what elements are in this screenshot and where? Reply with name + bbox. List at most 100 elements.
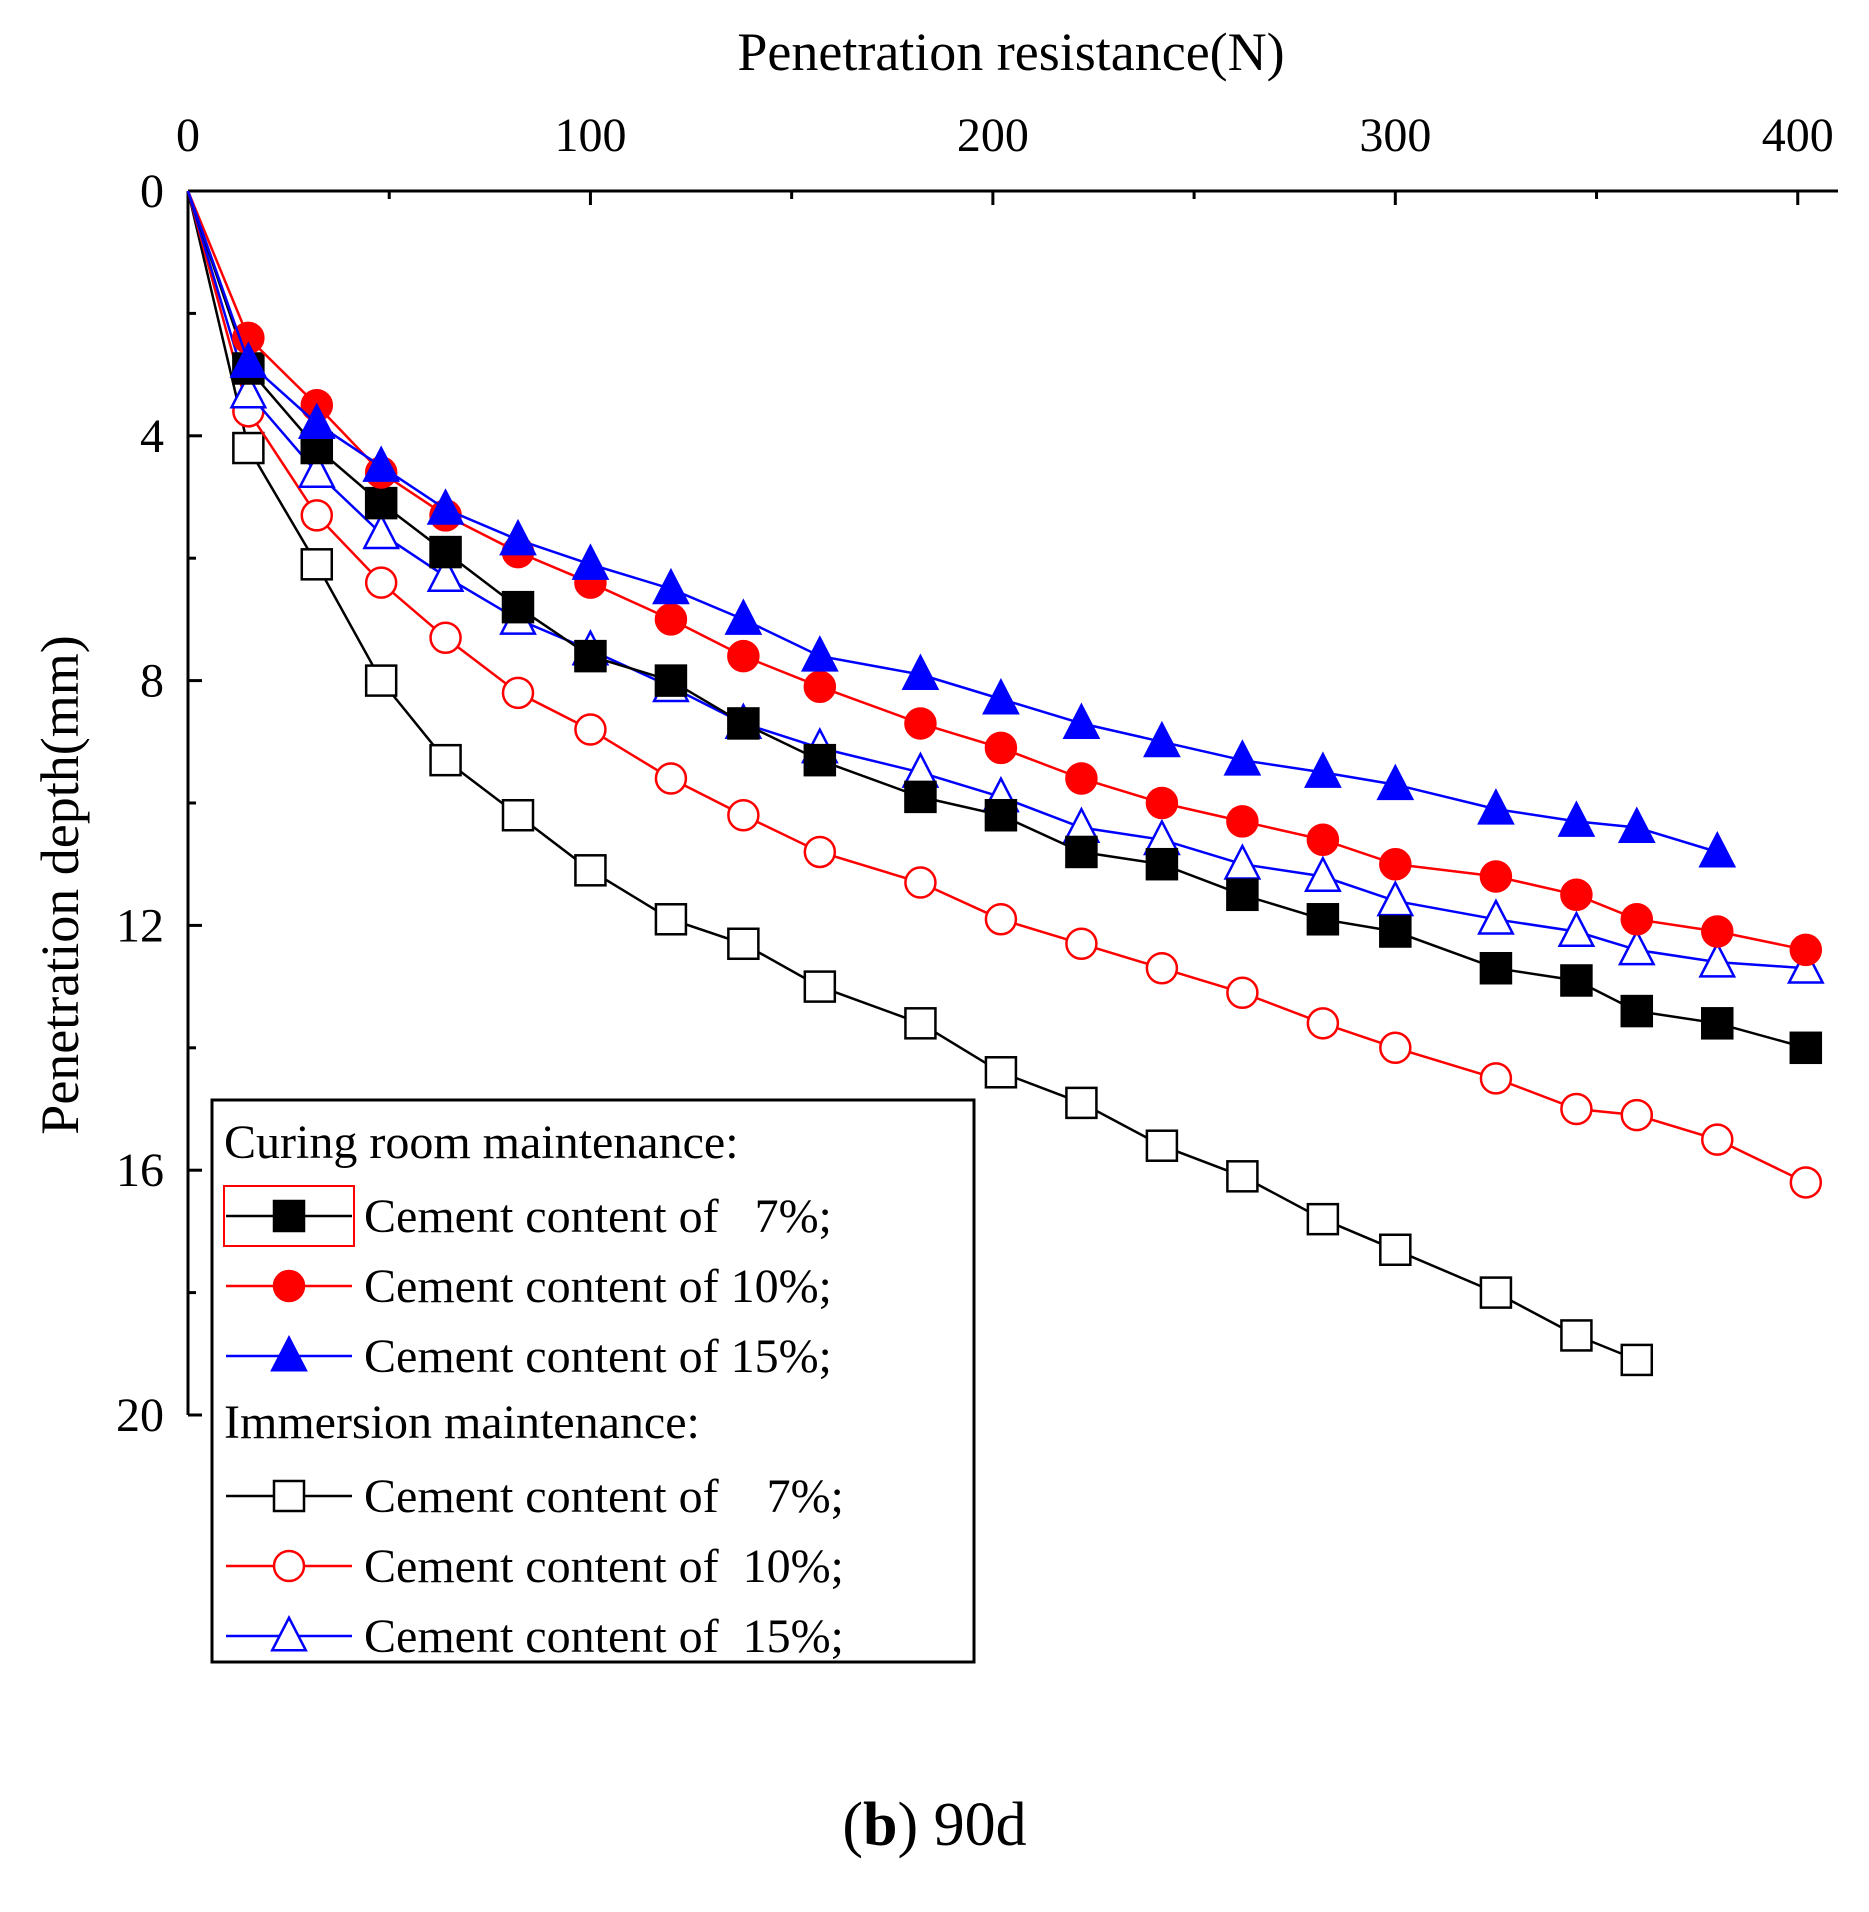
data-point bbox=[904, 866, 937, 899]
data-point bbox=[1786, 947, 1825, 984]
data-point bbox=[1145, 786, 1179, 820]
legend-marker bbox=[272, 1269, 306, 1303]
series-1 bbox=[186, 190, 1823, 967]
data-point bbox=[984, 731, 1018, 765]
data-point bbox=[1143, 720, 1181, 758]
data-point bbox=[1306, 1202, 1340, 1236]
data-point bbox=[429, 535, 462, 569]
data-point bbox=[364, 486, 398, 520]
data-point bbox=[803, 670, 837, 703]
data-point bbox=[1557, 910, 1596, 948]
caption-close-paren: ) bbox=[897, 1791, 919, 1859]
data-point bbox=[1617, 806, 1656, 843]
data-point bbox=[1617, 928, 1656, 966]
data-point bbox=[1789, 1031, 1823, 1065]
legend-highlight-box bbox=[223, 1185, 355, 1247]
data-point bbox=[232, 431, 265, 465]
x-tick-label: 200 bbox=[957, 109, 1029, 162]
legend-marker bbox=[272, 1199, 306, 1233]
data-point bbox=[724, 598, 763, 635]
data-point bbox=[727, 707, 760, 740]
data-point bbox=[1479, 1276, 1513, 1309]
data-point bbox=[1557, 800, 1596, 837]
data-point bbox=[571, 543, 610, 580]
x-tick-label: 400 bbox=[1762, 109, 1834, 162]
data-point bbox=[1698, 941, 1737, 978]
data-point bbox=[1304, 855, 1342, 892]
series-4 bbox=[186, 190, 1823, 1199]
data-point bbox=[1223, 739, 1262, 776]
data-point bbox=[984, 1056, 1018, 1089]
axes: 0 100 200 300 400 0 4 8 12 16 20 bbox=[116, 109, 1838, 1442]
data-point bbox=[654, 664, 688, 697]
data-point bbox=[1701, 1123, 1734, 1156]
data-point bbox=[984, 903, 1018, 936]
data-point bbox=[297, 402, 336, 440]
x-tick-label: 0 bbox=[176, 109, 200, 162]
series-line bbox=[186, 190, 1807, 952]
data-point bbox=[654, 762, 688, 795]
data-point bbox=[1379, 847, 1412, 881]
data-point bbox=[982, 677, 1020, 715]
x-tick-label: 100 bbox=[554, 109, 626, 162]
caption-open-paren: ( bbox=[842, 1791, 863, 1859]
data-point bbox=[574, 639, 607, 673]
data-point bbox=[1479, 1062, 1513, 1095]
data-point bbox=[1226, 805, 1259, 838]
legend-marker bbox=[270, 1335, 308, 1372]
data-point bbox=[984, 798, 1018, 832]
caption-label: b bbox=[863, 1791, 898, 1859]
data-point bbox=[1560, 964, 1593, 997]
data-point bbox=[300, 548, 334, 581]
data-point bbox=[727, 798, 760, 832]
data-point bbox=[499, 518, 537, 556]
data-point bbox=[654, 603, 688, 636]
data-point bbox=[364, 566, 398, 599]
data-point bbox=[1379, 1031, 1412, 1065]
y-tick-label: 8 bbox=[140, 655, 164, 708]
data-point bbox=[1477, 898, 1515, 935]
data-point bbox=[297, 451, 336, 489]
data-point bbox=[1065, 927, 1098, 961]
data-point bbox=[426, 555, 465, 593]
legend-group-heading: Immersion maintenance: bbox=[224, 1396, 700, 1449]
data-point bbox=[1223, 843, 1262, 880]
data-point bbox=[426, 488, 465, 525]
data-point bbox=[1145, 847, 1179, 881]
data-point bbox=[1062, 702, 1101, 739]
x-tick-label: 300 bbox=[1359, 109, 1431, 162]
data-point bbox=[1304, 751, 1342, 788]
data-point bbox=[1701, 1007, 1734, 1040]
data-point bbox=[1479, 951, 1513, 985]
legend-entry-label: Cement content of 7%; bbox=[364, 1190, 832, 1243]
data-point bbox=[364, 664, 398, 697]
data-point bbox=[1376, 879, 1415, 917]
data-point bbox=[1306, 903, 1340, 936]
data-point bbox=[800, 635, 839, 672]
data-point bbox=[1620, 1343, 1654, 1377]
legend-box bbox=[210, 1098, 976, 1664]
data-point bbox=[904, 780, 937, 814]
data-point bbox=[429, 621, 462, 655]
caption-text: 90d bbox=[933, 1791, 1027, 1859]
data-point bbox=[803, 970, 837, 1003]
legend-entry-label: Cement content of 7%; bbox=[364, 1470, 844, 1523]
data-point bbox=[1226, 878, 1259, 912]
data-point bbox=[1376, 763, 1415, 801]
data-point bbox=[1379, 915, 1412, 948]
y-tick-label: 16 bbox=[116, 1144, 164, 1197]
data-point bbox=[362, 445, 401, 482]
data-point bbox=[1065, 762, 1098, 795]
data-point bbox=[574, 713, 607, 746]
y-tick-label: 0 bbox=[140, 165, 164, 218]
chart: 0 100 200 300 400 0 4 8 12 16 20 Curing room maint… bbox=[30, 22, 1838, 1664]
data-point bbox=[1477, 788, 1515, 825]
data-point bbox=[1145, 1129, 1179, 1162]
data-point bbox=[1145, 951, 1179, 985]
x-axis-label: Penetration resistance(N) bbox=[737, 22, 1284, 82]
series-layer bbox=[186, 190, 1825, 1377]
series-3 bbox=[186, 190, 1654, 1377]
data-point bbox=[1701, 915, 1734, 948]
data-point bbox=[1789, 933, 1823, 967]
data-point bbox=[501, 798, 535, 832]
